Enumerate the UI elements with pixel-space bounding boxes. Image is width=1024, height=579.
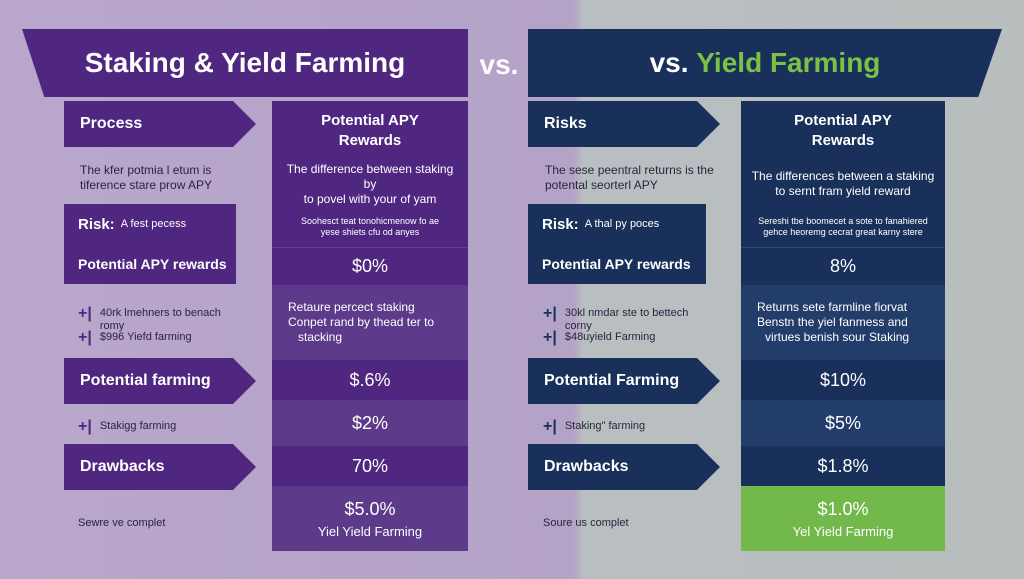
left-source-note: Sewre ve complet	[78, 517, 166, 529]
left-col-description: The difference between staking by to pov…	[286, 161, 454, 206]
risks-arrow: Risks	[528, 101, 720, 147]
left-title: Staking & Yield Farming	[84, 47, 406, 78]
left-apy-rewards-box: Potential APY rewards	[64, 244, 236, 284]
right-plus-item-1: +| 30kl nmdar ste to bettech corny	[543, 305, 689, 333]
right-plus-item-2: +| $48uyield Farming	[543, 329, 656, 346]
plus-icon: +|	[78, 329, 92, 346]
right-col-bullets: Returns sete farmline fiorvat Benstn the…	[741, 285, 945, 360]
right-col-value-2: $10%	[819, 369, 867, 390]
drawbacks-arrow-right: Drawbacks	[528, 444, 720, 490]
left-apy-rewards-label: Potential APY rewards	[78, 256, 227, 272]
right-col-value-3: $5%	[741, 400, 945, 446]
plus-icon: +|	[78, 418, 92, 435]
right-col-description: The differences between a staking to ser…	[751, 169, 935, 198]
right-apy-rewards-box: Potential APY rewards	[528, 244, 706, 284]
right-title: Yield Farming	[696, 47, 881, 78]
left-col-bullets: Retaure percect staking Conpet rand by t…	[272, 285, 468, 360]
plus-icon: +|	[543, 329, 557, 346]
right-apy-rewards-label: Potential APY rewards	[542, 256, 691, 272]
left-value-column: Potential APY Rewards The difference bet…	[272, 101, 468, 551]
left-col-fine-print: Soohesct teat tonohicmenow fo ae yese sh…	[300, 216, 440, 237]
left-col-value-3: $2%	[272, 400, 468, 446]
right-staking-farming-item: +| Staking" farming	[543, 418, 646, 435]
potential-farming-label: Potential farming	[80, 372, 211, 389]
potential-farming-label-right: Potential Farming	[544, 372, 680, 389]
right-risk-text: A thal py poces	[584, 218, 660, 230]
left-intro-text: The kfer potmia l etum is tiference star…	[80, 163, 213, 192]
plus-icon: +|	[543, 305, 557, 322]
right-intro-text: The sese peentral returns is the potenta…	[545, 163, 714, 192]
vs-label: vs.	[479, 49, 519, 80]
left-risk-box: Risk: A fest pecess	[64, 204, 236, 244]
left-risk-text: A fest pecess	[120, 218, 187, 230]
process-arrow: Process	[64, 101, 256, 147]
drawbacks-label: Drawbacks	[80, 458, 165, 475]
right-vs-label: vs.	[649, 47, 689, 78]
right-col-value-1: 8%	[741, 247, 945, 285]
right-risk-box: Risk: A thal py poces	[528, 204, 706, 244]
potential-farming-arrow-right: Potential Farming	[528, 358, 720, 404]
right-col-header: Potential APY Rewards	[794, 112, 892, 149]
right-col-footer: $1.0% Yel Yield Farming	[741, 486, 945, 551]
left-col-value-2: $.6%	[349, 369, 391, 390]
right-risk-label: Risk:	[542, 215, 579, 233]
right-source-note: Soure us complet	[543, 517, 629, 529]
plus-icon: +|	[543, 418, 557, 435]
risks-label: Risks	[544, 115, 587, 132]
left-risk-label: Risk:	[78, 215, 115, 233]
right-col-fine-print: Sereshi tbe boomecet a sote to fanahiere…	[758, 216, 928, 237]
right-value-column: Potential APY Rewards The differences be…	[741, 101, 945, 551]
left-col-footer: $5.0% Yiel Yield Farming	[272, 486, 468, 551]
drawbacks-label-right: Drawbacks	[544, 458, 629, 475]
right-title-banner: vs. Yield Farming	[528, 29, 1002, 97]
left-col-header: Potential APY Rewards	[321, 112, 419, 149]
process-label: Process	[80, 115, 143, 132]
left-col-value-1: $0%	[272, 247, 468, 285]
left-plus-item-2: +| $996 Yiefd farming	[78, 329, 192, 346]
drawbacks-arrow: Drawbacks	[64, 444, 256, 490]
plus-icon: +|	[78, 305, 92, 322]
left-title-banner: Staking & Yield Farming	[22, 29, 468, 97]
potential-farming-arrow: Potential farming	[64, 358, 256, 404]
right-col-value-4: $1.8%	[817, 455, 869, 476]
left-col-value-4: 70%	[351, 455, 389, 476]
left-staking-farming-item: +| Stakigg farming	[78, 418, 177, 435]
left-plus-item-1: +| 40rk lmehners to benach romy	[78, 305, 221, 333]
